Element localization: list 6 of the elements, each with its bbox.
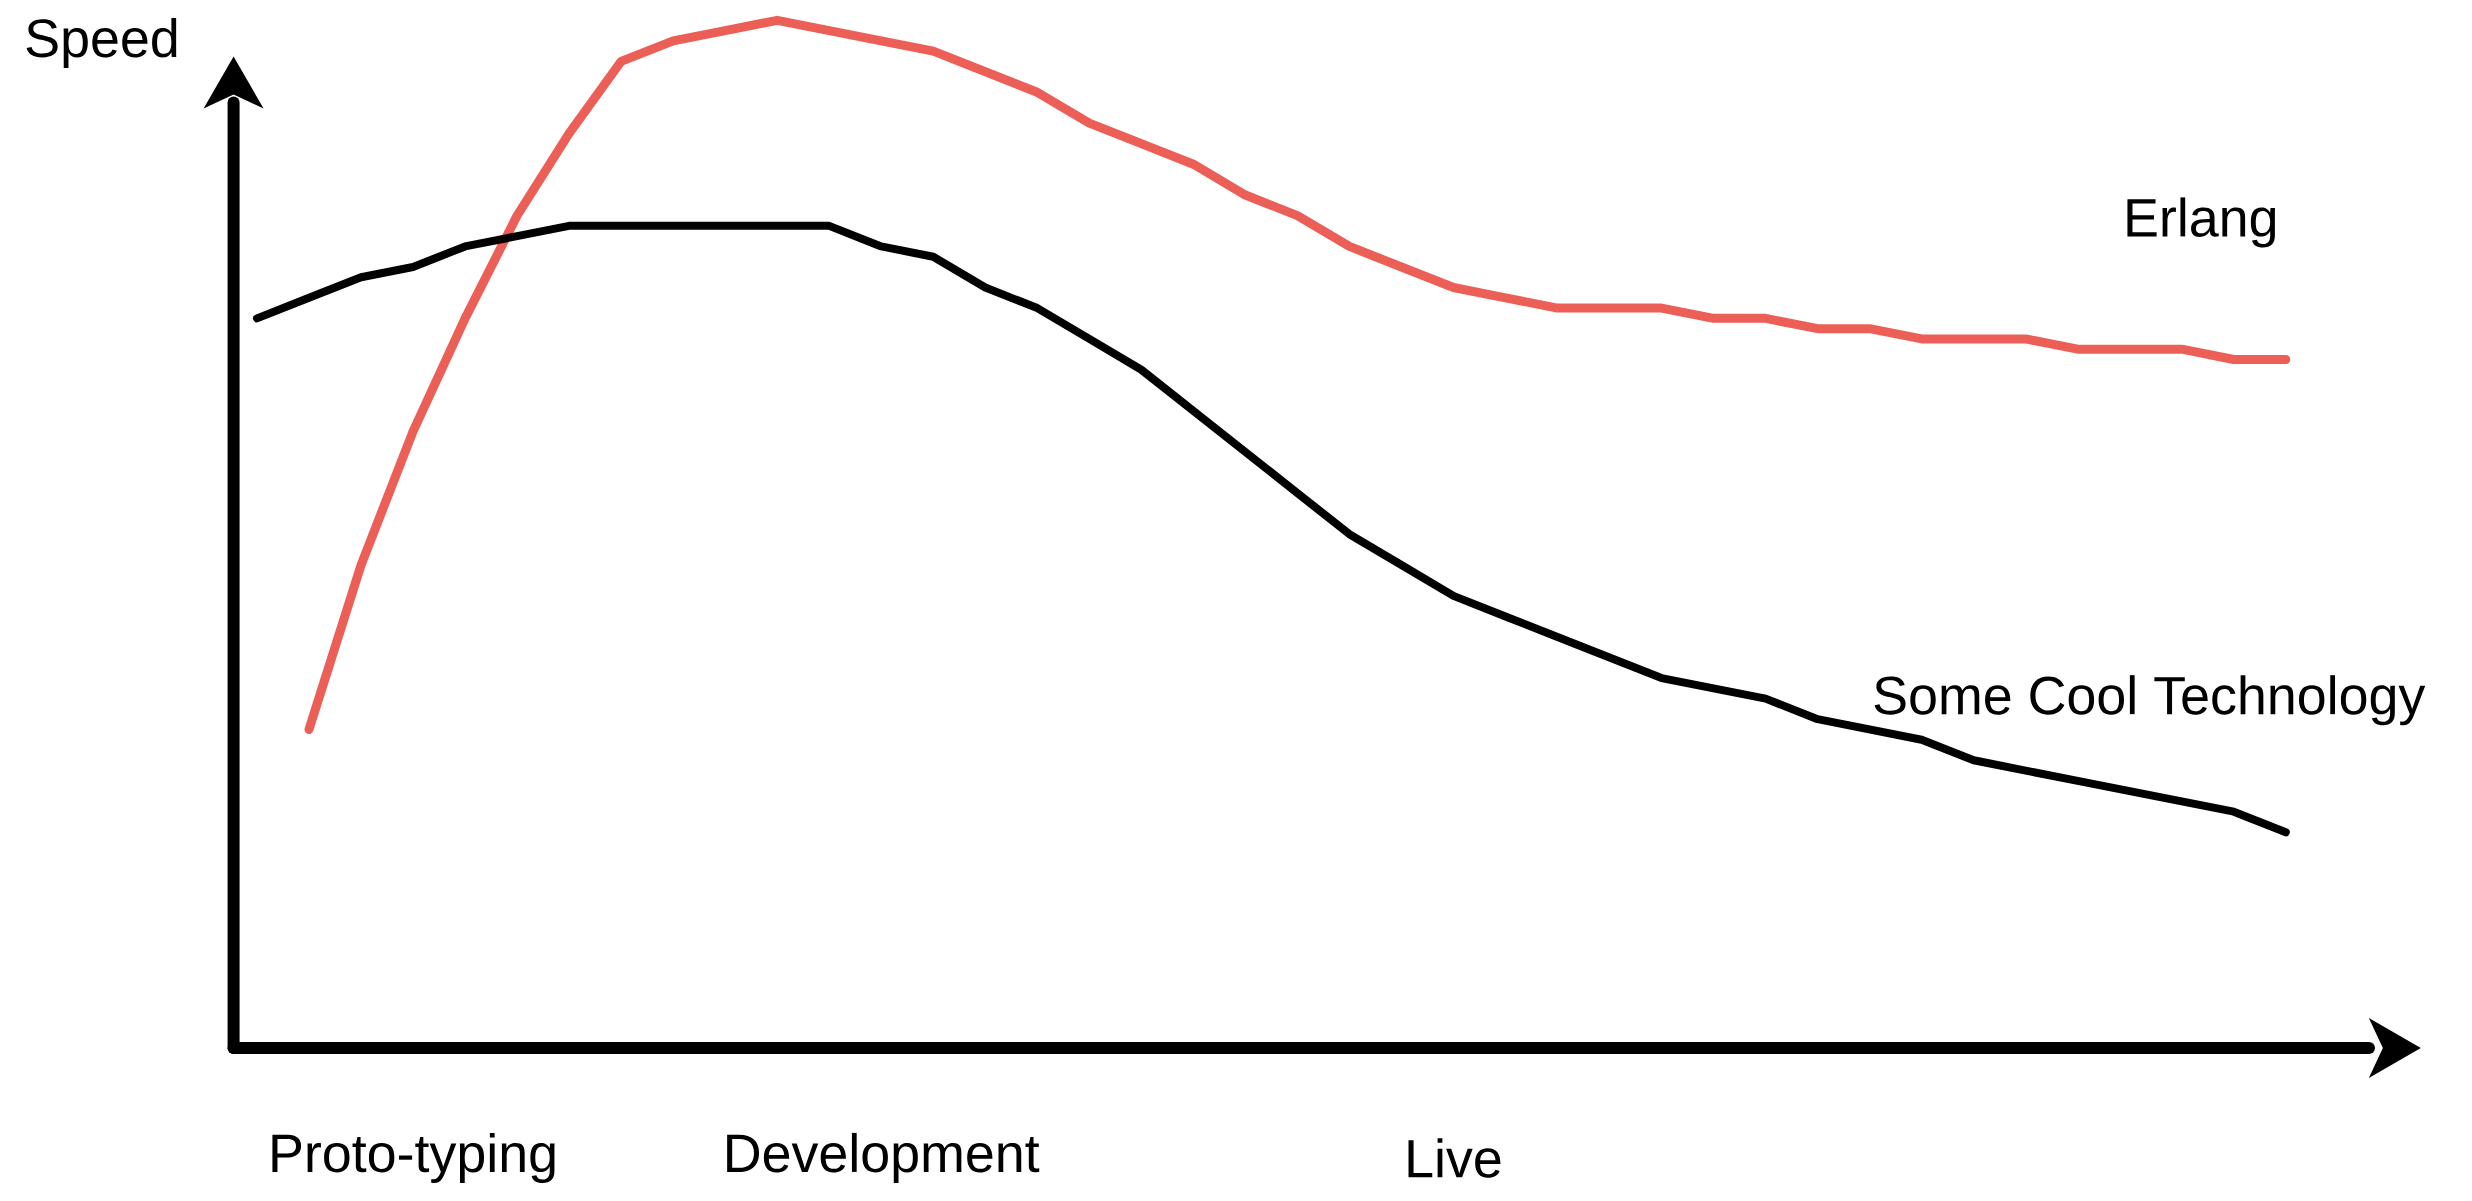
series-label: Some Cool Technology <box>1874 675 2426 726</box>
y-axis-title: Speed <box>26 17 177 69</box>
series-label: Erlang <box>2127 197 2276 248</box>
x-tick-label: Live <box>1408 1138 1501 1178</box>
x-tick-label: Proto-typing <box>272 1132 555 1184</box>
x-tick-label: Development <box>727 1132 1040 1184</box>
